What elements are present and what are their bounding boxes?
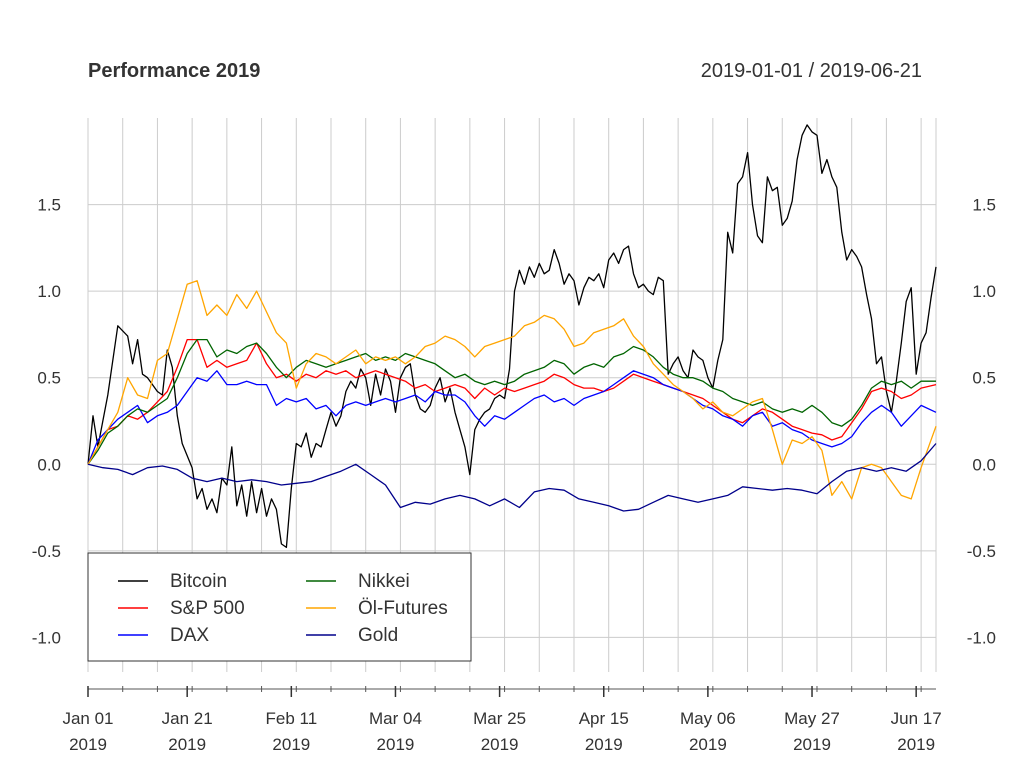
y-axis-right: -1.0 -0.5 0.0 0.5 1.0 1.5 — [967, 196, 996, 648]
legend-label-s-p-500: S&P 500 — [170, 598, 245, 619]
chart-date-range: 2019-01-01 / 2019-06-21 — [701, 60, 922, 82]
x-tick-label: Apr 15 — [579, 709, 629, 728]
series-line-nikkei — [87, 338, 936, 465]
legend-label-gold: Gold — [358, 625, 398, 646]
legend-label-dax: DAX — [170, 625, 209, 646]
x-tick-label-year: 2019 — [585, 735, 623, 754]
x-tick-label: Jan 21 — [162, 709, 213, 728]
y-tick-label-right: 0.5 — [972, 369, 996, 388]
x-tick-label-year: 2019 — [481, 735, 519, 754]
y-tick-label-left: 0.0 — [37, 455, 61, 474]
x-tick-label: May 27 — [784, 709, 840, 728]
series-lines — [87, 124, 937, 549]
y-axis-left: -1.0 -0.5 0.0 0.5 1.0 1.5 — [32, 196, 61, 648]
x-tick-label: Jun 17 — [891, 709, 942, 728]
y-tick-label-right: 0.0 — [972, 455, 996, 474]
legend: Bitcoin S&P 500 DAX Nikkei Öl-Futures Gold — [87, 552, 472, 662]
x-tick-label-year: 2019 — [689, 735, 727, 754]
x-tick-label-year: 2019 — [897, 735, 935, 754]
x-tick-label: Feb 11 — [265, 709, 317, 728]
y-tick-label-left: 1.5 — [37, 196, 61, 215]
series-line-l-futures — [87, 280, 937, 500]
x-tick-label-year: 2019 — [69, 735, 107, 754]
series-line-bitcoin — [87, 124, 937, 549]
series-line-dax — [87, 370, 937, 465]
x-axis: Jan 01 2019 Jan 21 2019 Feb 11 2019 Mar 04 2019… — [62, 686, 942, 754]
x-tick-label-year: 2019 — [377, 735, 415, 754]
legend-label-bitcoin: Bitcoin — [170, 571, 227, 592]
series-line-s-p-500 — [87, 338, 937, 465]
x-tick-label: Jan 01 — [62, 709, 113, 728]
x-tick-label: Mar 25 — [473, 709, 526, 728]
x-tick-label-year: 2019 — [272, 735, 310, 754]
chart-title: Performance 2019 — [88, 60, 260, 82]
x-tick-label: May 06 — [680, 709, 736, 728]
y-tick-label-left: 0.5 — [37, 369, 61, 388]
y-tick-label-left: 1.0 — [37, 282, 61, 301]
series-line-gold — [87, 443, 937, 512]
x-tick-label-year: 2019 — [793, 735, 831, 754]
legend-label-l-futures: Öl-Futures — [358, 598, 448, 619]
x-tick-label-year: 2019 — [168, 735, 206, 754]
x-tick-label: Mar 04 — [369, 709, 422, 728]
y-tick-label-left: -1.0 — [32, 628, 61, 647]
y-tick-label-right: -0.5 — [967, 542, 996, 561]
legend-box — [87, 552, 472, 662]
y-tick-label-right: -1.0 — [967, 628, 996, 647]
legend-label-nikkei: Nikkei — [358, 571, 410, 592]
y-tick-label-right: 1.0 — [972, 282, 996, 301]
y-tick-label-right: 1.5 — [972, 196, 996, 215]
y-tick-label-left: -0.5 — [32, 542, 61, 561]
